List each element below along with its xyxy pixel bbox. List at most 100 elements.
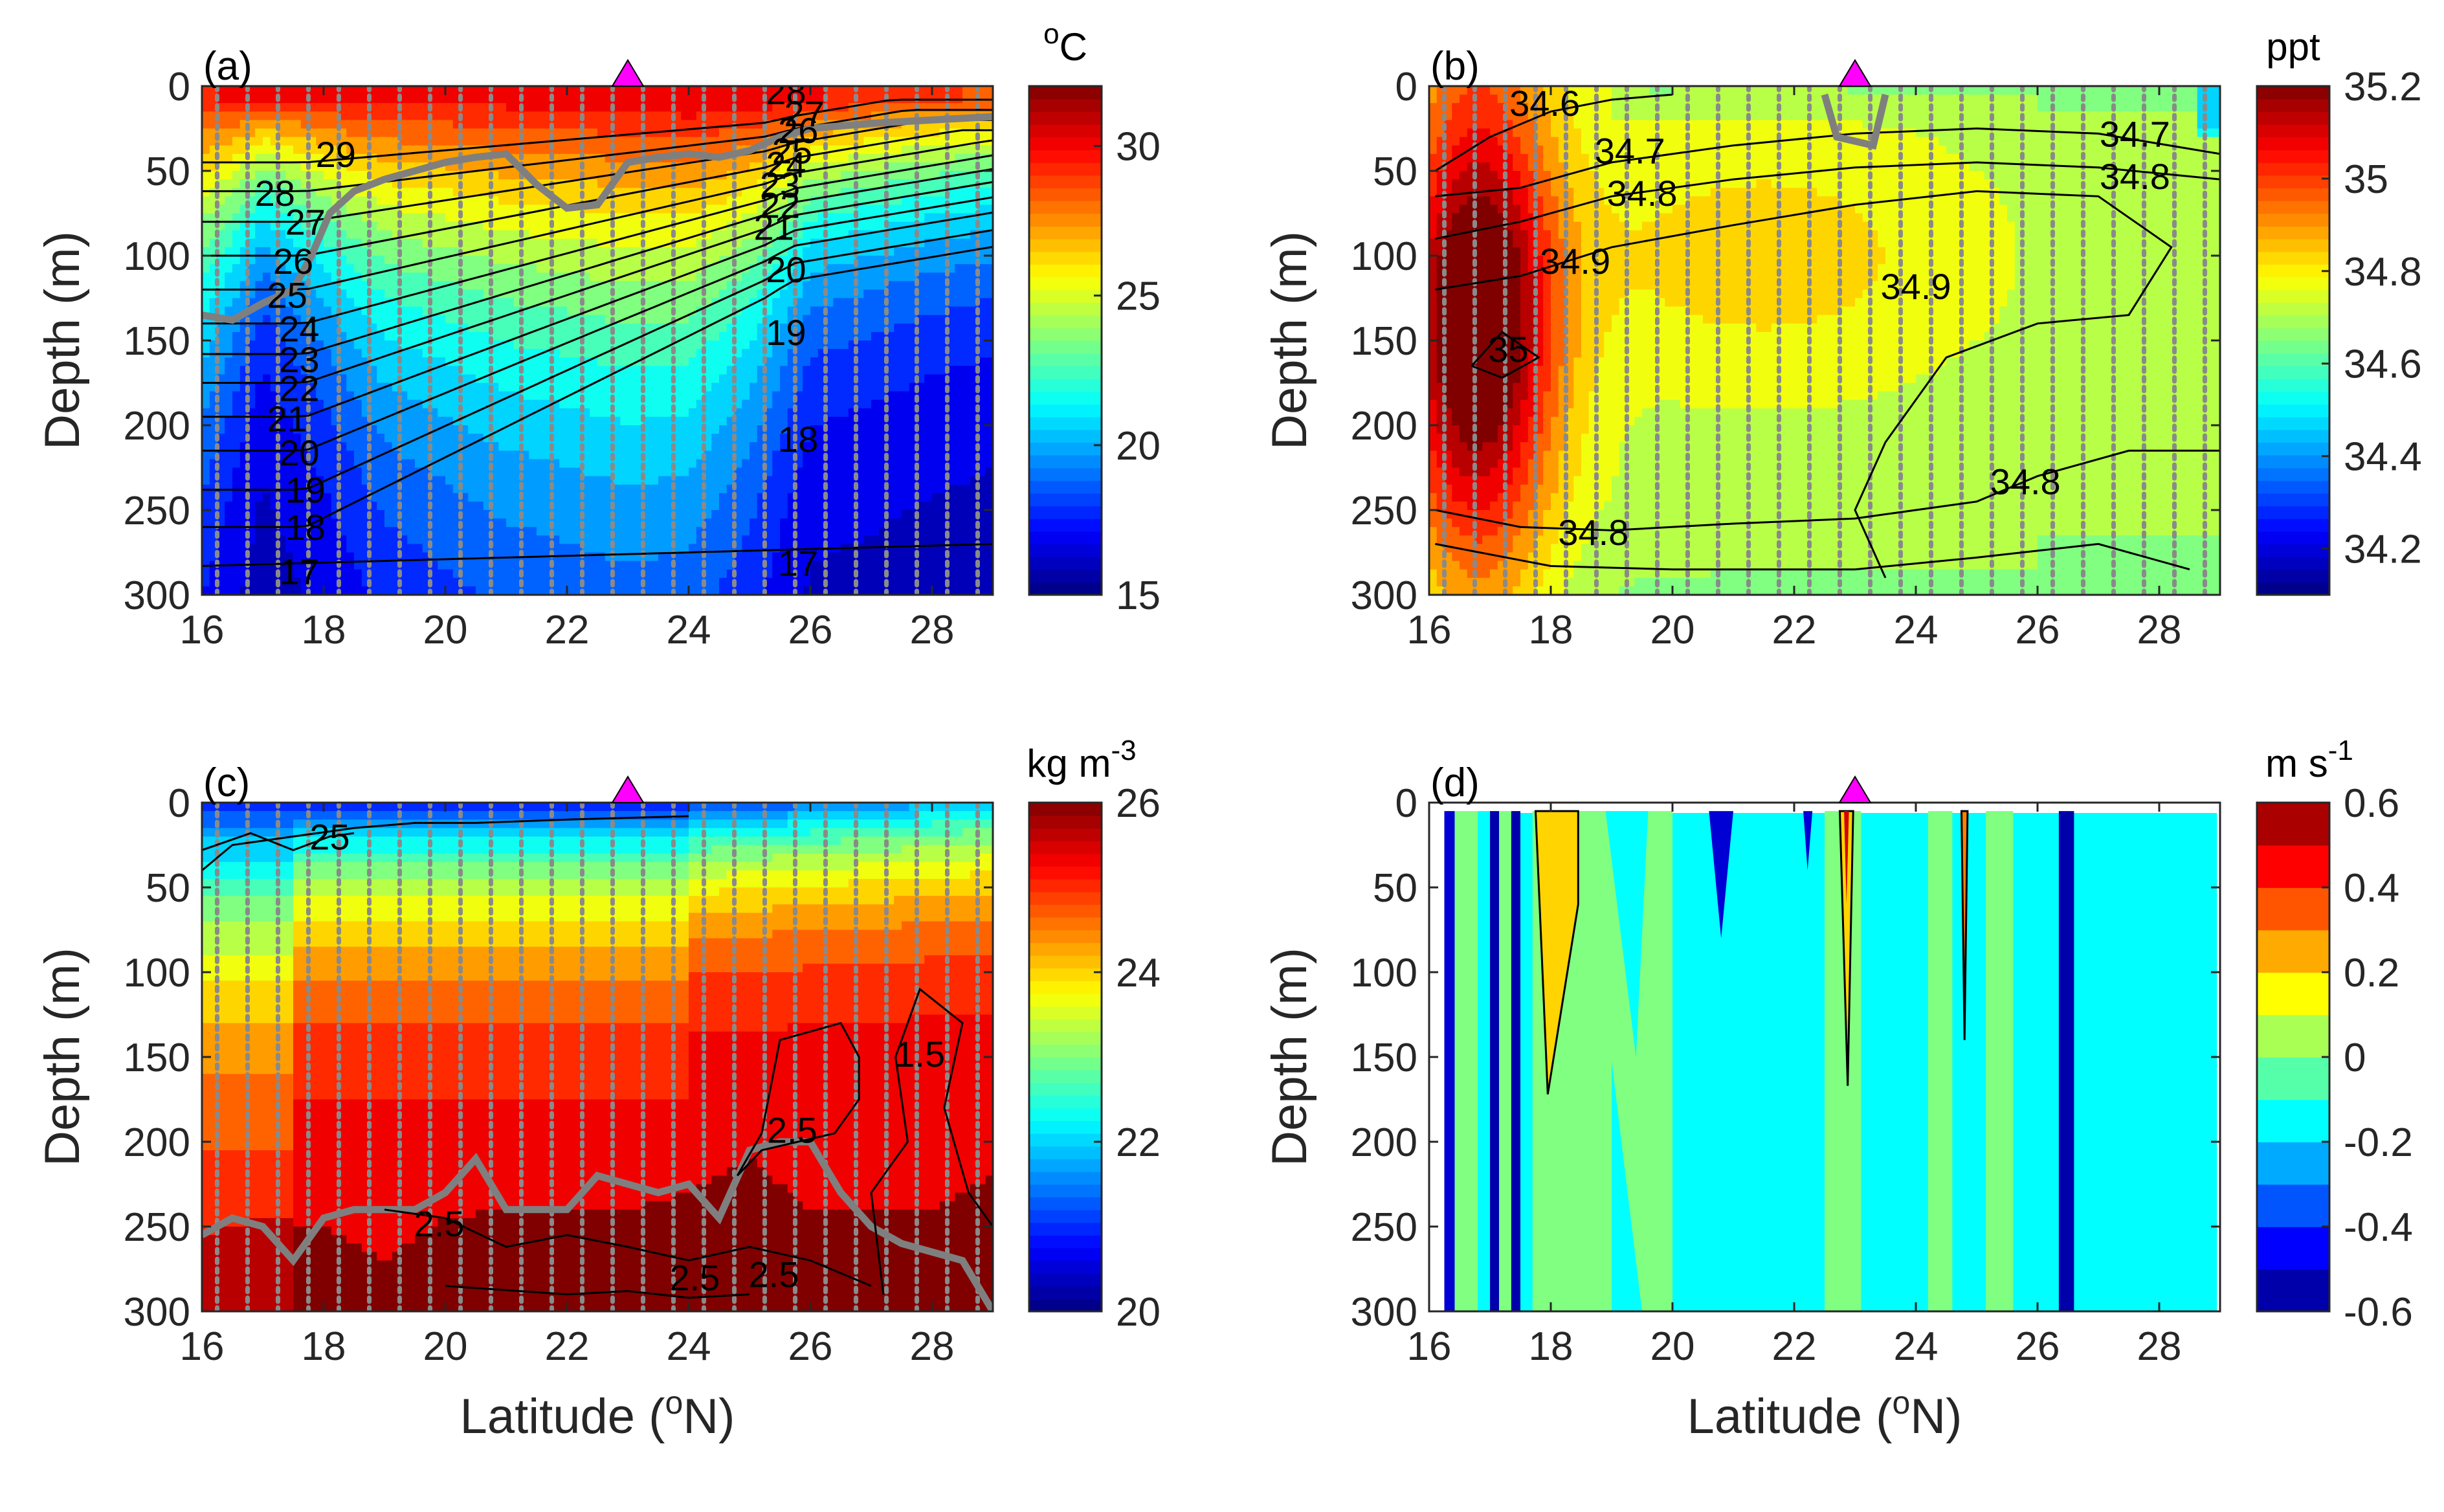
colorbar-segment [1029, 968, 1102, 981]
colorbar-segment [1029, 1273, 1102, 1287]
isopycnal [736, 1021, 860, 1177]
contour-label: 2.5 [414, 1203, 465, 1244]
colorbar-segment [2257, 162, 2329, 176]
x-tick-label: 18 [1529, 1324, 1573, 1369]
colorbar-segment [1029, 1133, 1102, 1147]
x-tick-label: 24 [1894, 1324, 1939, 1369]
colorbar-segment [2257, 378, 2329, 392]
y-tick-label: 0 [1395, 65, 1417, 109]
colorbar-segment [2257, 200, 2329, 214]
contour-label: 34.9 [1881, 266, 1951, 307]
y-tick-label: 250 [124, 489, 190, 533]
colorbar-segment [1029, 1159, 1102, 1172]
x-tick-label: 22 [1772, 1324, 1817, 1369]
isotherm [202, 196, 993, 418]
colorbar-segment [1029, 544, 1102, 557]
colorbar-segment [1029, 1095, 1102, 1109]
colorbar-segment [1029, 404, 1102, 417]
colorbar-segment [2257, 1142, 2329, 1185]
colorbar-segment [1029, 289, 1102, 303]
contour-label: 28 [255, 173, 295, 214]
y-axis-label: Depth (m) [35, 231, 90, 450]
contour-label: 2.5 [767, 1110, 817, 1151]
colorbar-segment [1029, 828, 1102, 841]
colorbar-segment [1029, 86, 1102, 100]
colorbar-segment [2257, 315, 2329, 329]
colorbar-segment [2257, 289, 2329, 303]
colorbar-tick-label: 0.4 [2344, 866, 2399, 911]
colorbar-tick-label: 26 [1116, 781, 1161, 826]
colorbar-segment [1029, 1222, 1102, 1236]
colorbar-segment [1029, 518, 1102, 532]
colorbar-segment [1029, 429, 1102, 443]
colorbar-unit: m s-1 [2265, 735, 2353, 785]
velocity-band [1454, 811, 1478, 1311]
velocity-band [1511, 811, 1520, 1311]
colorbar-segment [2257, 86, 2329, 100]
colorbar-b: 34.2 34.4 34.6 34.8 35 35.2 ppt [2256, 25, 2422, 596]
colorbar-segment [1029, 853, 1102, 867]
colorbar-segment [2257, 226, 2329, 239]
x-tick-label: 16 [1407, 608, 1452, 652]
contour-label: 25 [309, 816, 350, 857]
contour-label: 27 [285, 202, 326, 243]
x-tick-label: 20 [1650, 608, 1695, 652]
colorbar-segment [1029, 391, 1102, 405]
y-axis-label: Depth (m) [1262, 948, 1317, 1166]
colorbar-segment [1029, 111, 1102, 125]
colorbar-segment [1029, 175, 1102, 188]
colorbar-segment [1029, 454, 1102, 469]
colorbar-tick-label: -0.6 [2344, 1290, 2413, 1335]
y-tick-label: 0 [168, 65, 190, 109]
colorbar-segment [1029, 1146, 1102, 1159]
colorbar-segment [1029, 378, 1102, 392]
colorbar-segment [1029, 1235, 1102, 1249]
y-tick-label: 100 [124, 951, 190, 995]
colorbar-segment [2257, 557, 2329, 570]
contour-label: 2.5 [749, 1254, 799, 1295]
contour-label: 20 [766, 249, 806, 290]
isotherm [202, 118, 993, 223]
isotherm [202, 168, 993, 355]
x-tick-label: 24 [667, 608, 711, 652]
colorbar-segment [2257, 480, 2329, 494]
colorbar-segment [1029, 442, 1102, 456]
colorbar-segment [1029, 226, 1102, 239]
colorbar-tick-label: 0.6 [2344, 781, 2399, 826]
colorbar-segment [2257, 1227, 2329, 1270]
colorbar-segment [2257, 98, 2329, 113]
contour-label: 27 [784, 93, 824, 134]
y-axis-label: Depth (m) [1262, 231, 1317, 450]
panel-label: (b) [1430, 44, 1480, 89]
contour-label: 22 [760, 184, 800, 225]
x-tick-label: 26 [2016, 1324, 2060, 1369]
colorbar-segment [1029, 531, 1102, 545]
panel-a: 2928272625242322212019181728272625242322… [35, 18, 1161, 652]
isohaline [1435, 542, 2190, 571]
y-tick-label: 100 [124, 234, 190, 279]
contour-label: 18 [285, 507, 326, 548]
colorbar-segment [1029, 993, 1102, 1007]
colorbar-segment [2257, 416, 2329, 430]
colorbar-segment [2257, 251, 2329, 265]
colorbar-a: 15 20 25 30 oC [1028, 18, 1161, 618]
colorbar-segment [1029, 200, 1102, 214]
colorbar-segment [1029, 904, 1102, 918]
mixed-layer-line [1821, 93, 1889, 150]
y-tick-label: 150 [1351, 1036, 1417, 1080]
colorbar-segment [2257, 124, 2329, 138]
colorbar-segment [1029, 582, 1102, 595]
colorbar-segment [1029, 264, 1102, 278]
station-marker [1838, 775, 1872, 803]
isotherm [202, 139, 993, 291]
colorbar-segment [2257, 366, 2329, 379]
colorbar-tick-label: 20 [1116, 424, 1161, 469]
colorbar-segment [2257, 1269, 2329, 1312]
contour-label: 34.8 [1990, 461, 2061, 502]
colorbar-segment [2257, 213, 2329, 227]
y-axis-label: Depth (m) [35, 948, 90, 1166]
colorbar-segment [2257, 276, 2329, 291]
colorbar-segment [2257, 264, 2329, 278]
contour-label: 24 [766, 144, 806, 185]
